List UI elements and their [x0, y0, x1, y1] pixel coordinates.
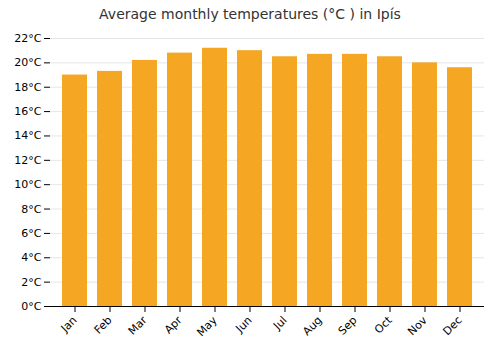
svg-text:16°C: 16°C — [14, 105, 41, 118]
svg-text:4°C: 4°C — [21, 251, 41, 264]
svg-text:0°C: 0°C — [21, 300, 41, 313]
svg-text:Sep: Sep — [336, 314, 360, 338]
svg-text:Apr: Apr — [162, 313, 185, 336]
svg-text:Jun: Jun — [233, 314, 255, 336]
svg-text:14°C: 14°C — [14, 129, 41, 142]
svg-text:20°C: 20°C — [14, 56, 41, 69]
svg-text:12°C: 12°C — [14, 154, 41, 167]
svg-text:22°C: 22°C — [14, 32, 41, 45]
svg-text:10°C: 10°C — [14, 178, 41, 191]
svg-text:Dec: Dec — [440, 314, 464, 338]
svg-text:6°C: 6°C — [21, 227, 41, 240]
svg-text:2°C: 2°C — [21, 276, 41, 289]
svg-text:Aug: Aug — [300, 314, 324, 338]
svg-text:May: May — [194, 313, 220, 339]
html-text:Average monthly temperatures (: Average monthly temperatures (°C ) in Ip… — [99, 6, 401, 22]
svg-text:Feb: Feb — [92, 314, 115, 337]
svg-text:Jan: Jan — [58, 314, 80, 336]
svg-text:Mar: Mar — [126, 313, 150, 337]
svg-text:Nov: Nov — [405, 313, 430, 338]
svg-text:Jul: Jul — [270, 314, 289, 333]
svg-text:18°C: 18°C — [14, 81, 41, 94]
svg-text:8°C: 8°C — [21, 203, 41, 216]
svg-text:Oct: Oct — [372, 313, 395, 336]
